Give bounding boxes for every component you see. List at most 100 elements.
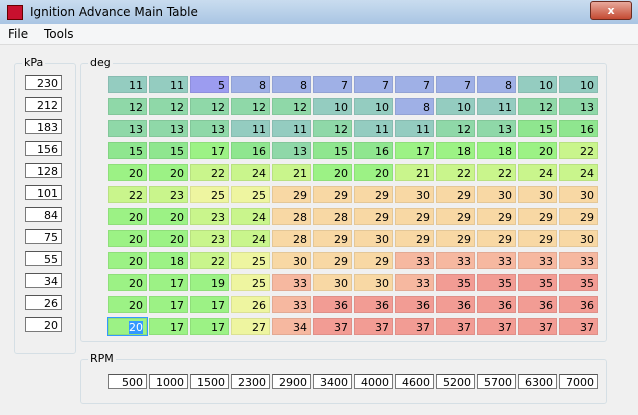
table-cell[interactable]: 22 [436, 164, 475, 181]
table-cell[interactable]: 21 [272, 164, 311, 181]
table-cell[interactable]: 22 [190, 164, 229, 181]
kpa-input[interactable]: 128 [25, 163, 62, 178]
table-cell[interactable]: 12 [149, 98, 188, 115]
kpa-input[interactable]: 55 [25, 251, 62, 266]
table-cell[interactable]: 12 [108, 98, 147, 115]
table-cell[interactable]: 37 [518, 318, 557, 335]
table-cell[interactable]: 30 [395, 186, 434, 203]
table-cell[interactable]: 17 [395, 142, 434, 159]
table-cell[interactable]: 33 [395, 274, 434, 291]
table-cell[interactable]: 17 [190, 296, 229, 313]
kpa-input[interactable]: 156 [25, 141, 62, 156]
table-cell[interactable]: 10 [436, 98, 475, 115]
table-cell[interactable]: 11 [354, 120, 393, 137]
table-cell[interactable]: 24 [231, 164, 270, 181]
table-cell[interactable]: 18 [149, 252, 188, 269]
table-cell[interactable]: 17 [149, 296, 188, 313]
table-cell[interactable]: 36 [354, 296, 393, 313]
table-cell[interactable]: 36 [477, 296, 516, 313]
kpa-input[interactable]: 212 [25, 97, 62, 112]
table-cell[interactable]: 29 [518, 230, 557, 247]
table-cell[interactable]: 24 [231, 208, 270, 225]
table-cell[interactable]: 36 [436, 296, 475, 313]
table-cell[interactable]: 5 [190, 76, 229, 93]
table-cell[interactable]: 35 [518, 274, 557, 291]
table-cell[interactable]: 17 [149, 274, 188, 291]
table-cell[interactable]: 33 [518, 252, 557, 269]
kpa-input[interactable]: 75 [25, 229, 62, 244]
rpm-input[interactable]: 3400 [313, 374, 352, 389]
table-cell[interactable]: 33 [436, 252, 475, 269]
table-cell[interactable]: 22 [559, 142, 598, 159]
rpm-input[interactable]: 4600 [395, 374, 434, 389]
table-cell[interactable]: 7 [395, 76, 434, 93]
table-cell[interactable]: 12 [313, 120, 352, 137]
close-button[interactable]: x [590, 1, 632, 20]
kpa-input[interactable]: 20 [25, 317, 62, 332]
table-cell[interactable]: 17 [190, 318, 229, 335]
table-cell[interactable]: 11 [108, 76, 147, 93]
table-cell[interactable]: 12 [436, 120, 475, 137]
table-cell[interactable]: 29 [272, 186, 311, 203]
table-cell[interactable]: 13 [149, 120, 188, 137]
rpm-input[interactable]: 2900 [272, 374, 311, 389]
table-cell[interactable]: 7 [313, 76, 352, 93]
table-cell[interactable]: 30 [559, 230, 598, 247]
table-cell[interactable]: 8 [231, 76, 270, 93]
table-cell[interactable]: 30 [354, 230, 393, 247]
table-cell[interactable]: 25 [231, 252, 270, 269]
table-cell[interactable]: 36 [313, 296, 352, 313]
table-cell[interactable]: 11 [395, 120, 434, 137]
menu-item[interactable]: File [8, 27, 29, 41]
table-cell[interactable]: 29 [518, 208, 557, 225]
table-cell[interactable]: 20 [108, 296, 147, 313]
table-cell[interactable]: 33 [395, 252, 434, 269]
table-cell[interactable]: 29 [354, 186, 393, 203]
table-cell[interactable]: 13 [477, 120, 516, 137]
table-cell[interactable]: 12 [231, 98, 270, 115]
kpa-input[interactable]: 230 [25, 75, 62, 90]
table-cell[interactable]: 7 [436, 76, 475, 93]
table-cell[interactable]: 37 [559, 318, 598, 335]
table-cell[interactable]: 23 [190, 230, 229, 247]
table-cell[interactable]: 11 [272, 120, 311, 137]
table-cell[interactable]: 29 [477, 230, 516, 247]
table-cell[interactable]: 36 [559, 296, 598, 313]
table-cell[interactable]: 20 [313, 164, 352, 181]
table-cell[interactable]: 12 [518, 98, 557, 115]
table-cell[interactable]: 20 [149, 164, 188, 181]
table-cell[interactable]: 19 [190, 274, 229, 291]
table-cell[interactable]: 30 [313, 274, 352, 291]
table-cell[interactable]: 28 [272, 230, 311, 247]
table-cell[interactable]: 18 [436, 142, 475, 159]
table-cell[interactable]: 12 [272, 98, 311, 115]
table-cell[interactable]: 30 [559, 186, 598, 203]
kpa-input[interactable]: 26 [25, 295, 62, 310]
table-cell[interactable]: 36 [395, 296, 434, 313]
table-cell[interactable]: 8 [272, 76, 311, 93]
table-cell[interactable]: 16 [231, 142, 270, 159]
kpa-input[interactable]: 101 [25, 185, 62, 200]
table-cell[interactable]: 13 [190, 120, 229, 137]
rpm-input[interactable]: 4000 [354, 374, 393, 389]
table-cell[interactable]: 37 [436, 318, 475, 335]
table-cell[interactable]: 29 [559, 208, 598, 225]
table-cell[interactable]: 20 [108, 208, 147, 225]
table-cell[interactable]: 37 [395, 318, 434, 335]
table-cell[interactable]: 16 [559, 120, 598, 137]
table-cell[interactable]: 22 [190, 252, 229, 269]
table-cell[interactable]: 17 [190, 142, 229, 159]
table-cell[interactable]: 20 [108, 252, 147, 269]
rpm-input[interactable]: 6300 [518, 374, 557, 389]
table-cell[interactable]: 13 [108, 120, 147, 137]
table-cell[interactable]: 26 [231, 296, 270, 313]
table-cell[interactable]: 17 [149, 318, 188, 335]
table-cell[interactable]: 13 [272, 142, 311, 159]
rpm-input[interactable]: 7000 [559, 374, 598, 389]
table-cell[interactable]: 16 [354, 142, 393, 159]
table-cell[interactable]: 37 [354, 318, 393, 335]
table-cell[interactable]: 28 [313, 208, 352, 225]
kpa-input[interactable]: 84 [25, 207, 62, 222]
table-cell[interactable]: 20 [108, 230, 147, 247]
table-cell[interactable]: 29 [436, 186, 475, 203]
